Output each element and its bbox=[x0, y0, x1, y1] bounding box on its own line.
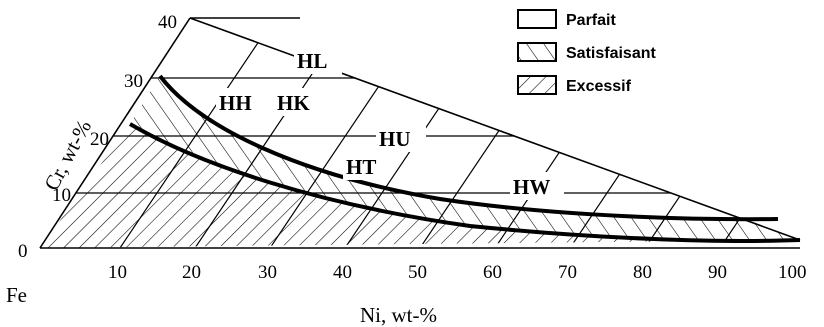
satisfactory-band bbox=[130, 76, 800, 241]
legend-label-satisfaisant: Satisfaisant bbox=[566, 45, 656, 62]
legend-swatch-parfait bbox=[517, 9, 557, 29]
x-tick-90: 90 bbox=[708, 262, 727, 283]
x-axis-label: Ni, wt-% bbox=[360, 303, 437, 327]
region-label-ht: HT bbox=[346, 155, 376, 179]
region-label-hk: HK bbox=[277, 91, 310, 115]
x-tick-20: 20 bbox=[182, 262, 201, 283]
y-tick-40: 40 bbox=[158, 12, 177, 33]
region-label-hu: HU bbox=[379, 127, 411, 151]
fe-corner-label: Fe bbox=[6, 283, 27, 307]
x-tick-10: 10 bbox=[108, 262, 127, 283]
y-tick-20: 20 bbox=[90, 129, 109, 150]
legend-label-parfait: Parfait bbox=[566, 12, 616, 29]
legend: Parfait Satisfaisant Excessif bbox=[517, 9, 656, 95]
x-tick-40: 40 bbox=[333, 262, 352, 283]
lower-boundary-curve bbox=[128, 122, 801, 243]
x-tick-50: 50 bbox=[408, 262, 427, 283]
y-tick-30: 30 bbox=[124, 71, 143, 92]
x-tick-80: 80 bbox=[633, 262, 652, 283]
y-tick-10: 10 bbox=[52, 185, 71, 206]
region-label-hw: HW bbox=[513, 175, 550, 199]
x-tick-30: 30 bbox=[258, 262, 277, 283]
upper-boundary-curve bbox=[158, 74, 779, 222]
x-tick-70: 70 bbox=[558, 262, 577, 283]
region-label-hl: HL bbox=[297, 49, 327, 73]
triangle-outline bbox=[39, 17, 801, 249]
x-tick-100: 100 bbox=[778, 262, 807, 283]
region-label-hh: HH bbox=[219, 91, 252, 115]
x-tick-60: 60 bbox=[483, 262, 502, 283]
legend-label-excessif: Excessif bbox=[566, 78, 632, 95]
excessive-region bbox=[40, 124, 800, 248]
legend-swatch-satisfaisant bbox=[517, 42, 557, 62]
y-tick-0: 0 bbox=[18, 241, 28, 262]
legend-swatch-excessif bbox=[517, 75, 557, 95]
